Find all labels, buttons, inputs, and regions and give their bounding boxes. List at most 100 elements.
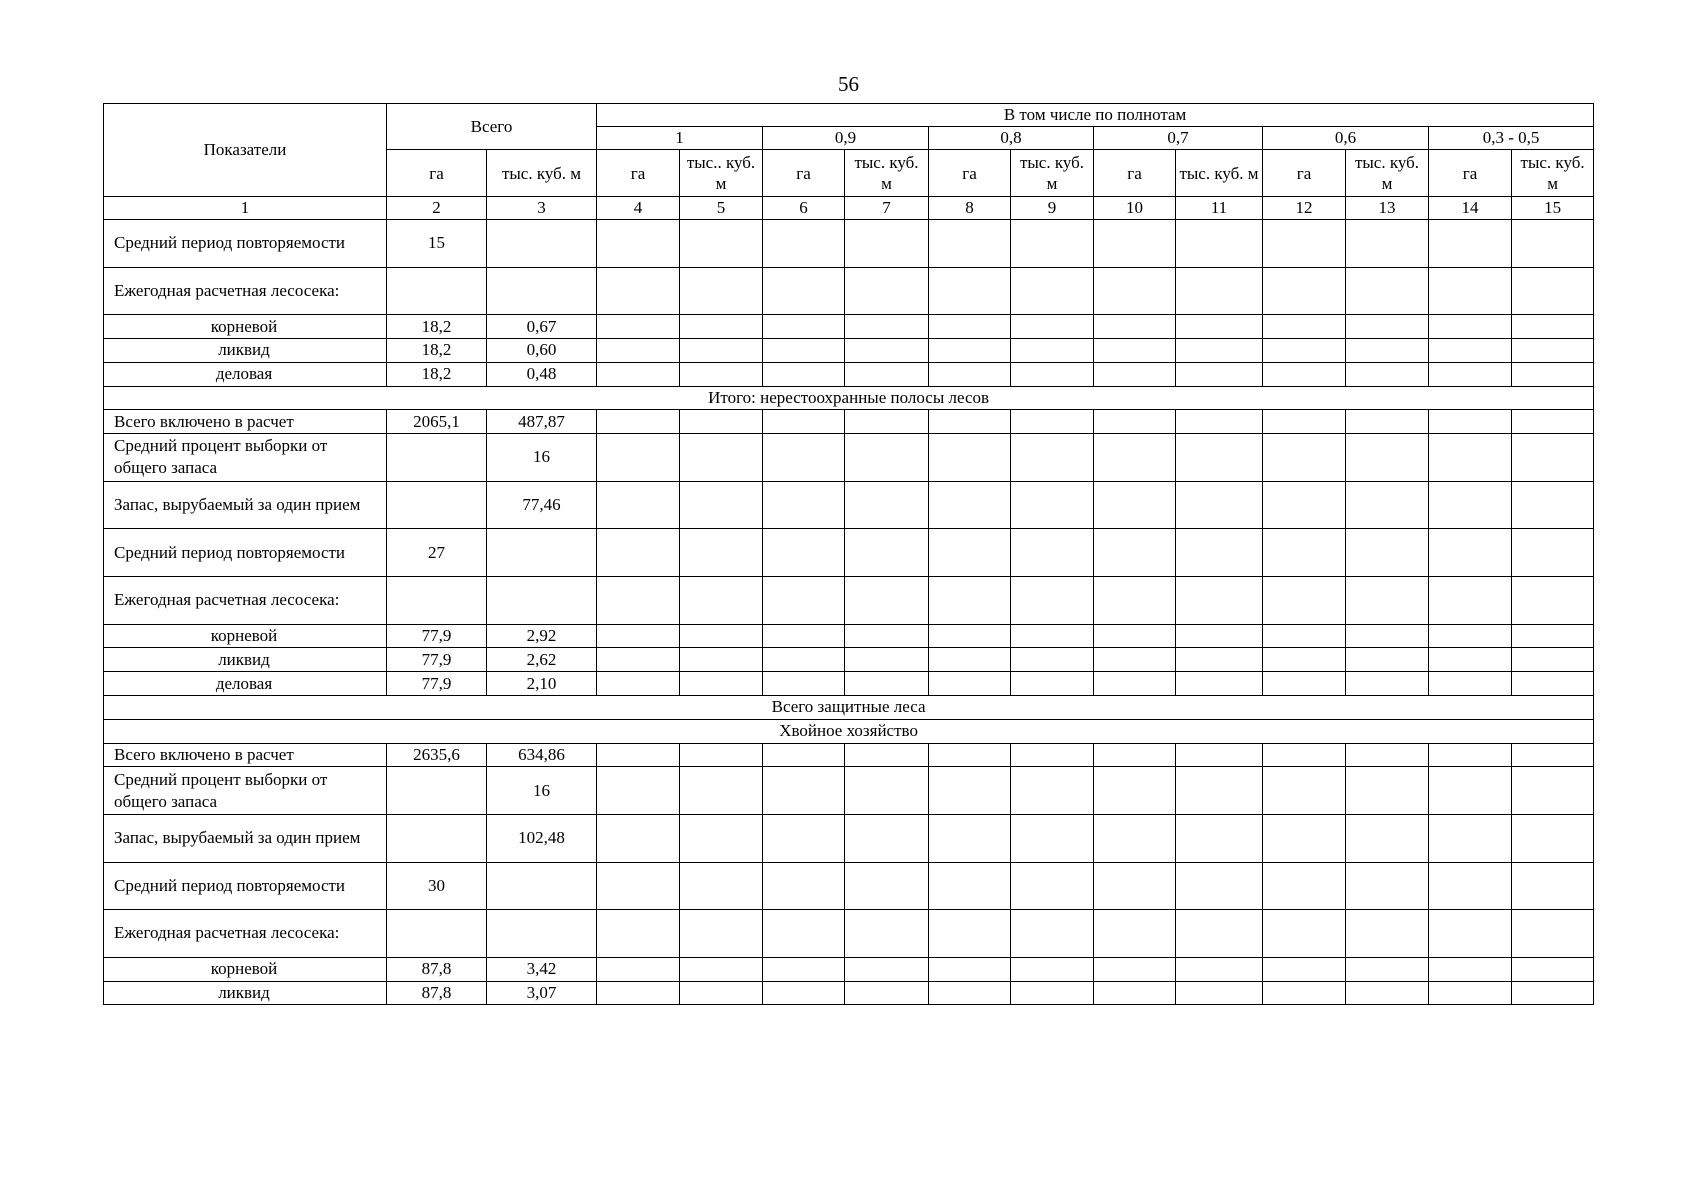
empty-cell: [1262, 528, 1346, 577]
empty-cell: [1510, 813, 1595, 863]
empty-cell: [1093, 314, 1176, 339]
header-density: 0,3 - 0,5: [1427, 126, 1595, 150]
empty-cell: [1093, 575, 1176, 625]
empty-cell: [1093, 813, 1176, 863]
empty-cell: [1510, 647, 1595, 673]
header-unit-ha: га: [596, 149, 680, 197]
header-unit-m3: тыс. куб. м: [1510, 149, 1595, 197]
empty-cell: [762, 575, 845, 625]
empty-cell: [928, 409, 1011, 435]
row-label: ликвид: [103, 647, 387, 673]
empty-cell: [1345, 314, 1429, 339]
cell-total-m3: 3,42: [486, 956, 597, 982]
empty-cell: [762, 266, 845, 316]
empty-cell: [679, 361, 763, 387]
cell-total-m3: 2,62: [486, 647, 597, 673]
empty-cell: [596, 813, 680, 863]
empty-cell: [1428, 528, 1512, 577]
empty-cell: [1175, 361, 1263, 387]
empty-cell: [1010, 337, 1094, 363]
empty-cell: [1262, 742, 1346, 768]
empty-cell: [1262, 480, 1346, 530]
empty-cell: [1175, 337, 1263, 363]
empty-cell: [679, 623, 763, 649]
cell-total-m3: 16: [486, 766, 597, 815]
empty-cell: [844, 813, 929, 863]
empty-cell: [928, 909, 1011, 958]
cell-total-m3: 0,60: [486, 337, 597, 363]
empty-cell: [1010, 219, 1094, 268]
empty-cell: [762, 314, 845, 339]
column-number: 7: [844, 196, 929, 220]
empty-cell: [679, 575, 763, 625]
table-row: Ежегодная расчетная лесосека:: [103, 266, 1595, 316]
header-density: 0,9: [762, 126, 929, 150]
empty-cell: [596, 528, 680, 577]
empty-cell: [1262, 314, 1346, 339]
empty-cell: [596, 909, 680, 958]
empty-cell: [1010, 361, 1094, 387]
empty-cell: [1093, 671, 1176, 696]
allowable-cut-table: Показатели Всего В том числе по полнотам…: [102, 103, 1595, 1006]
empty-cell: [1345, 956, 1429, 982]
empty-cell: [1428, 671, 1512, 696]
empty-cell: [1510, 528, 1595, 577]
empty-cell: [596, 219, 680, 268]
empty-cell: [1428, 909, 1512, 958]
empty-cell: [762, 433, 845, 482]
cell-total-m3: 0,48: [486, 361, 597, 387]
empty-cell: [1262, 647, 1346, 673]
row-label: Запас, вырубаемый за один прием: [103, 813, 387, 863]
column-number: 12: [1262, 196, 1346, 220]
empty-cell: [1010, 623, 1094, 649]
empty-cell: [1010, 742, 1094, 768]
empty-cell: [1175, 742, 1263, 768]
empty-cell: [1428, 433, 1512, 482]
column-number: 4: [596, 196, 680, 220]
cell-total-m3: 102,48: [486, 813, 597, 863]
empty-cell: [1345, 813, 1429, 863]
empty-cell: [1175, 480, 1263, 530]
cell-total-ha: [386, 813, 487, 863]
cell-total-ha: [386, 766, 487, 815]
header-unit-ha: га: [928, 149, 1011, 197]
empty-cell: [1428, 409, 1512, 435]
empty-cell: [1175, 956, 1263, 982]
empty-cell: [762, 766, 845, 815]
empty-cell: [596, 361, 680, 387]
cell-total-ha: 87,8: [386, 980, 487, 1006]
empty-cell: [1510, 956, 1595, 982]
table-row: Ежегодная расчетная лесосека:: [103, 909, 1595, 958]
empty-cell: [1093, 766, 1176, 815]
cell-total-ha: 77,9: [386, 647, 487, 673]
cell-total-m3: [486, 219, 597, 268]
empty-cell: [1093, 528, 1176, 577]
empty-cell: [1345, 528, 1429, 577]
empty-cell: [1262, 813, 1346, 863]
header-unit-m3: тыс. куб. м: [1345, 149, 1429, 197]
empty-cell: [679, 266, 763, 316]
empty-cell: [1510, 433, 1595, 482]
empty-cell: [1510, 337, 1595, 363]
column-number: 14: [1428, 196, 1512, 220]
empty-cell: [844, 909, 929, 958]
empty-cell: [1345, 409, 1429, 435]
empty-cell: [1093, 647, 1176, 673]
empty-cell: [1010, 766, 1094, 815]
table-row: ликвид 87,8 3,07: [103, 980, 1595, 1006]
cell-total-m3: [486, 575, 597, 625]
empty-cell: [1010, 956, 1094, 982]
empty-cell: [762, 980, 845, 1006]
empty-cell: [679, 980, 763, 1006]
cell-total-m3: 2,92: [486, 623, 597, 649]
empty-cell: [679, 480, 763, 530]
cell-total-ha: 2065,1: [386, 409, 487, 435]
row-label: Запас, вырубаемый за один прием: [103, 480, 387, 530]
empty-cell: [928, 742, 1011, 768]
empty-cell: [1428, 956, 1512, 982]
empty-cell: [762, 909, 845, 958]
empty-cell: [844, 361, 929, 387]
empty-cell: [1093, 742, 1176, 768]
empty-cell: [928, 980, 1011, 1006]
table-row: ликвид 77,9 2,62: [103, 647, 1595, 673]
